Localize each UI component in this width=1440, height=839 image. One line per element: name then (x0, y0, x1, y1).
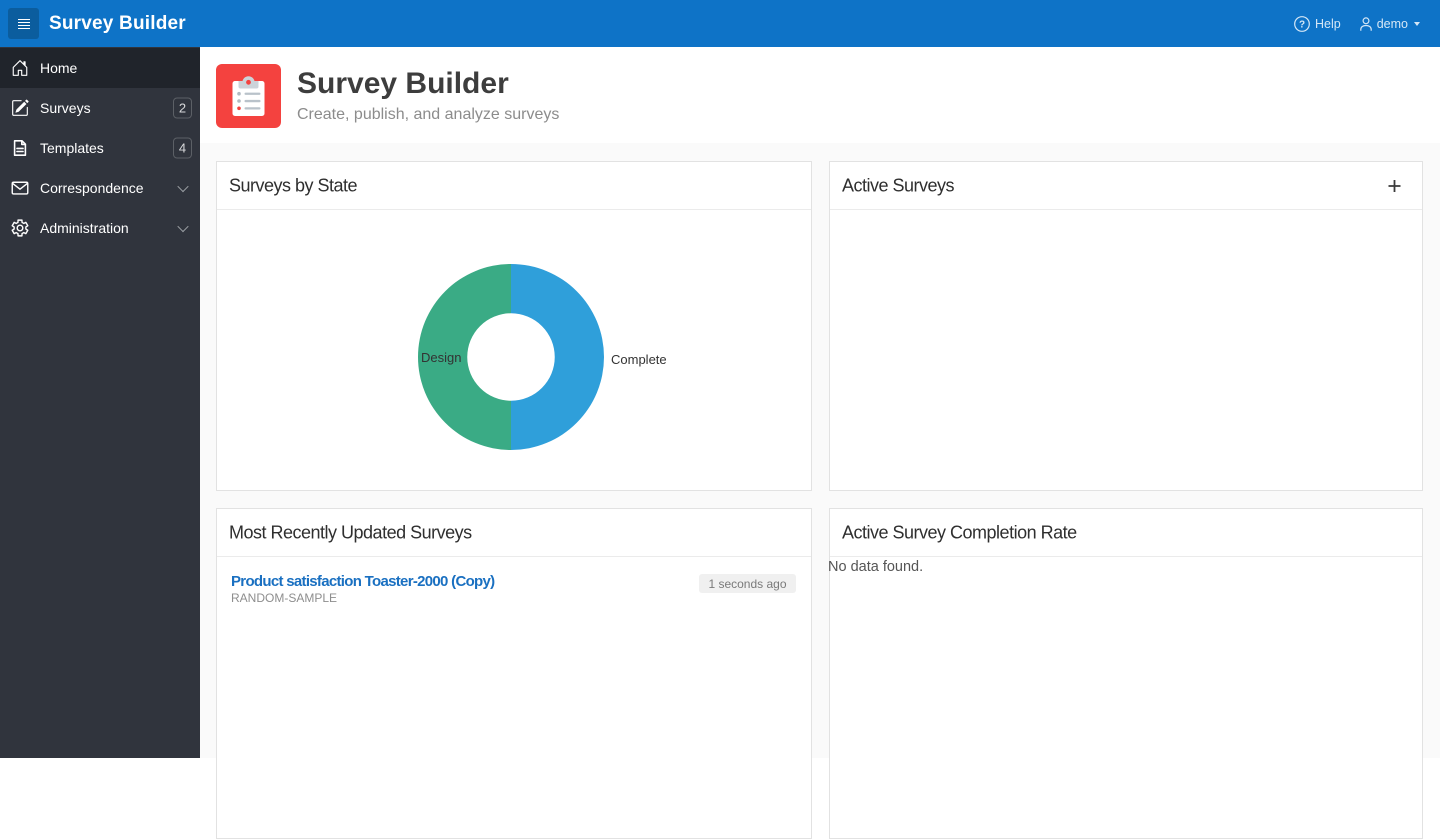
svg-text:?: ? (1299, 19, 1305, 30)
